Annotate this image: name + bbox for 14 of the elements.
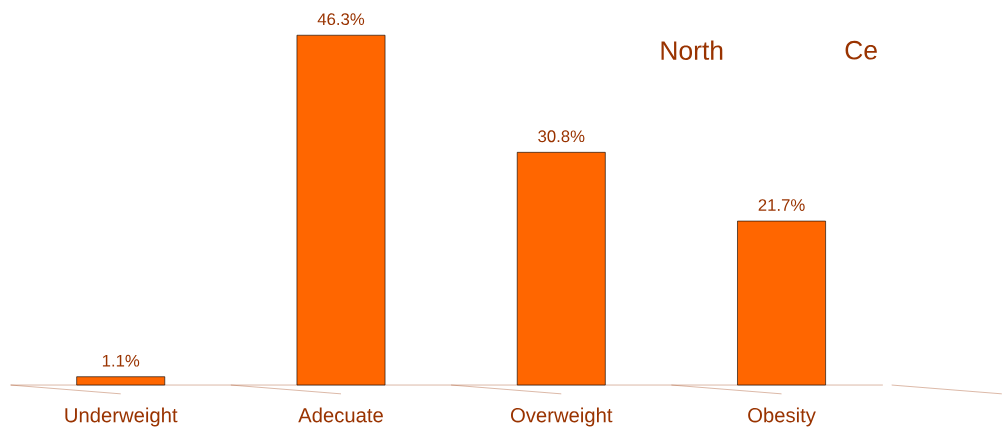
annotation: Ce (845, 41, 877, 60)
bar (76, 376, 166, 386)
x-tick-label: Obesity (748, 407, 816, 427)
x-tick-label: Adecuate (298, 407, 383, 423)
data-label: 46.3% (317, 13, 365, 26)
data-label: 21.7% (758, 199, 805, 212)
annotation: North (661, 40, 723, 61)
data-label: 30.8% (538, 130, 585, 143)
bar (737, 220, 826, 386)
data-label: 1.1% (102, 355, 140, 367)
bar (296, 35, 386, 386)
bar (516, 152, 606, 386)
x-tick-label: Underweight (65, 407, 178, 427)
x-tick-label: Overweight (510, 407, 613, 427)
